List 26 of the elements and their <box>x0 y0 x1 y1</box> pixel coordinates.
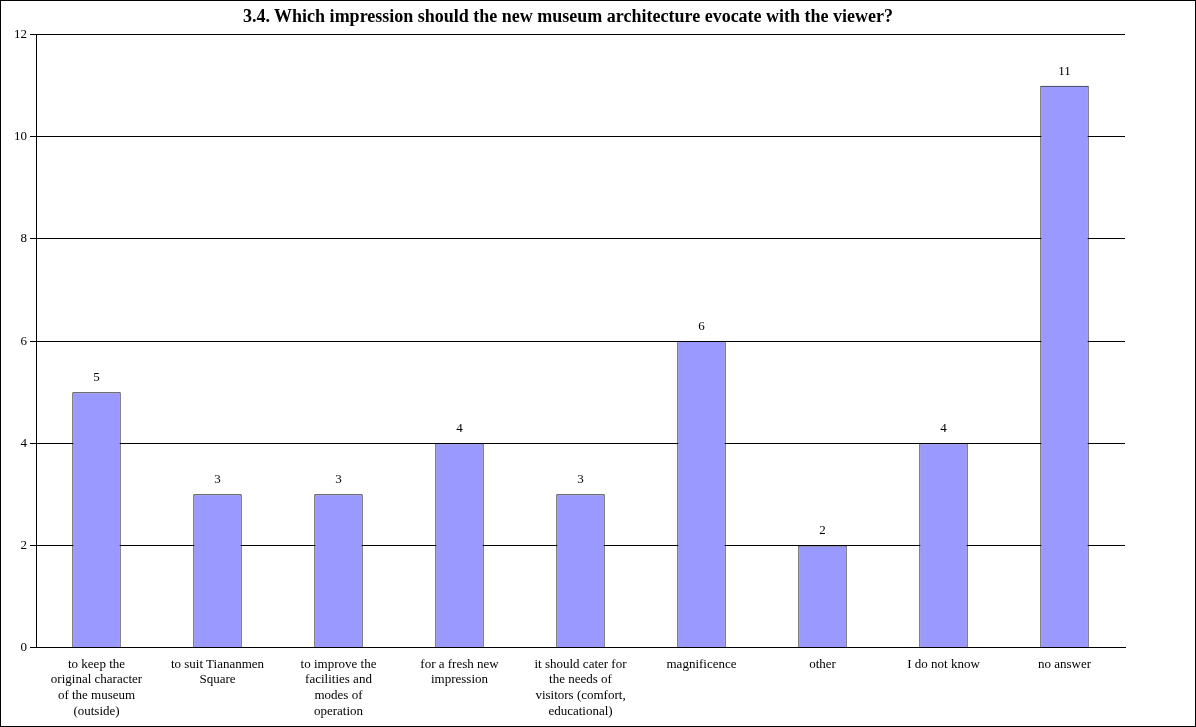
x-tick-label: to suit Tiananmen Square <box>170 655 265 687</box>
x-tick-label: it should cater for the needs of visitors (comfort, educational) <box>534 655 628 718</box>
x-tick-label: I do not know <box>907 655 981 671</box>
data-label: 4 <box>456 420 464 436</box>
x-tick-label: to keep the original character of the museum (outside) <box>50 655 143 718</box>
x-tick-label: no answer <box>1037 655 1092 671</box>
data-label: 3 <box>214 471 221 487</box>
chart-title: 3.4. Which impression should the new museum architecture evocate with the viewer? <box>242 6 894 27</box>
y-tick-label: 8 <box>20 230 27 246</box>
data-label: 3 <box>577 471 584 487</box>
y-tick-label: 12 <box>14 26 27 42</box>
x-tick-label: magnificence <box>666 655 737 671</box>
y-tick-label: 6 <box>20 332 28 348</box>
data-label: 3 <box>335 471 342 487</box>
y-tick-label: 10 <box>14 128 27 144</box>
data-label: 6 <box>698 318 706 334</box>
x-tick-label: other <box>809 655 837 671</box>
data-label: 2 <box>819 522 826 538</box>
x-tick-label: for a fresh new impression <box>420 655 500 687</box>
data-label: 4 <box>940 420 948 436</box>
x-tick-label: to improve the facilities and modes of operation <box>300 655 377 718</box>
y-tick-label: 4 <box>20 434 28 450</box>
y-tick-label: 0 <box>20 639 27 655</box>
data-label: 5 <box>93 369 100 385</box>
y-tick-label: 2 <box>20 536 27 552</box>
data-label: 11 <box>1058 62 1071 78</box>
